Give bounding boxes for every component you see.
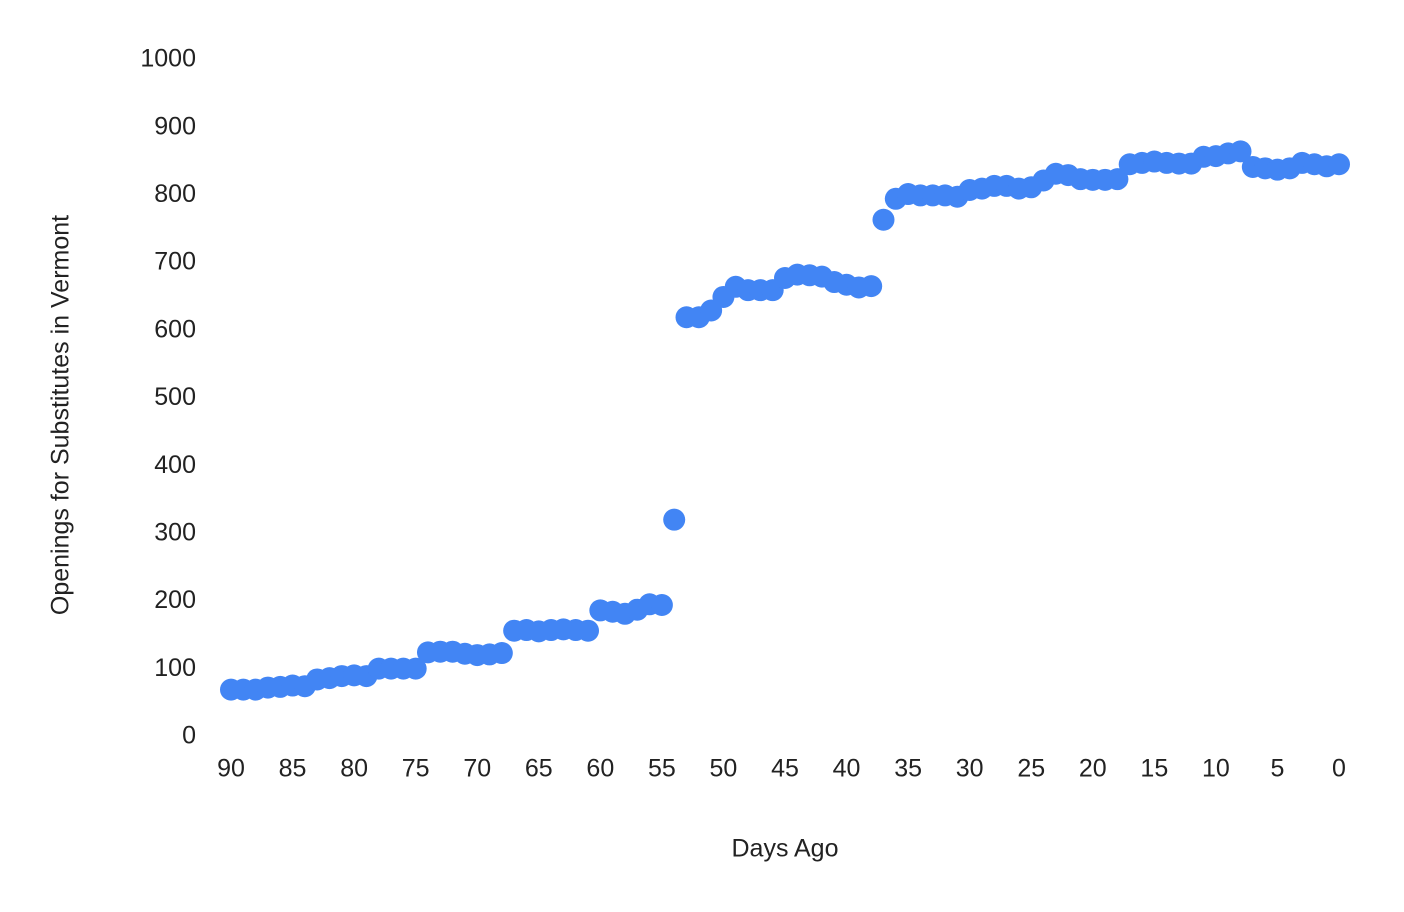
x-tick-label: 15 xyxy=(1140,755,1168,783)
x-tick-label: 10 xyxy=(1202,755,1230,783)
y-tick-label: 400 xyxy=(154,451,196,479)
x-tick-label: 70 xyxy=(463,755,491,783)
y-tick-label: 600 xyxy=(154,315,196,343)
x-tick-label: 30 xyxy=(956,755,984,783)
y-tick-label: 1000 xyxy=(140,45,196,73)
y-tick-label: 900 xyxy=(154,112,196,140)
data-point xyxy=(490,642,513,665)
data-point xyxy=(404,657,427,680)
x-tick-label: 40 xyxy=(833,755,861,783)
x-tick-label: 90 xyxy=(217,755,245,783)
data-point xyxy=(650,593,673,616)
x-axis-label: Days Ago xyxy=(731,835,838,863)
y-tick-label: 200 xyxy=(154,586,196,614)
x-tick-label: 65 xyxy=(525,755,553,783)
data-point xyxy=(1106,168,1129,191)
y-tick-label: 0 xyxy=(182,722,196,750)
data-point xyxy=(577,619,600,642)
x-tick-label: 20 xyxy=(1079,755,1107,783)
y-tick-label: 100 xyxy=(154,654,196,682)
x-tick-label: 85 xyxy=(279,755,307,783)
y-tick-label: 700 xyxy=(154,248,196,276)
x-tick-label: 35 xyxy=(894,755,922,783)
y-axis-label: Openings for Substitutes in Vermont xyxy=(47,215,75,615)
x-tick-label: 45 xyxy=(771,755,799,783)
x-tick-label: 75 xyxy=(402,755,430,783)
y-tick-label: 300 xyxy=(154,519,196,547)
y-tick-label: 800 xyxy=(154,180,196,208)
data-point xyxy=(1229,140,1252,163)
data-point xyxy=(872,208,895,231)
x-tick-label: 50 xyxy=(710,755,738,783)
x-tick-label: 80 xyxy=(340,755,368,783)
x-tick-label: 25 xyxy=(1017,755,1045,783)
data-point xyxy=(1328,153,1350,176)
data-point xyxy=(860,275,883,298)
y-tick-label: 500 xyxy=(154,383,196,411)
x-tick-label: 55 xyxy=(648,755,676,783)
x-tick-label: 0 xyxy=(1332,755,1346,783)
data-point xyxy=(663,508,686,531)
x-tick-label: 60 xyxy=(586,755,614,783)
x-tick-label: 5 xyxy=(1270,755,1284,783)
